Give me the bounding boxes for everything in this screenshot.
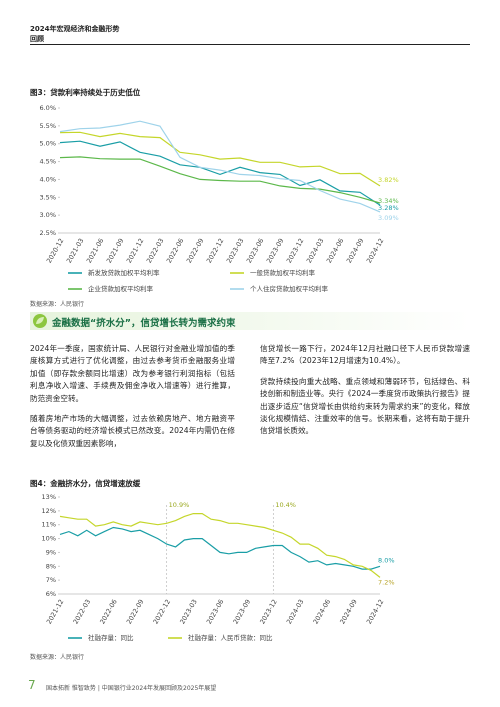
series-line — [59, 156, 381, 204]
x-tick-label: 2021-06 — [85, 237, 106, 265]
y-tick-label: 11% — [42, 521, 56, 529]
x-tick-label: 2023-09 — [232, 598, 253, 626]
y-tick-label: 9% — [46, 548, 56, 556]
header-title: 2024年宏观经济和金融形势 — [30, 25, 120, 33]
x-tick-label: 2021-03 — [65, 237, 86, 265]
series-line — [59, 131, 381, 187]
x-tick-label: 2023-06 — [245, 237, 266, 265]
annotation: 10.9% — [169, 501, 190, 509]
x-tick-label: 2024-06 — [312, 598, 333, 626]
y-tick-label: 4.0% — [39, 175, 56, 183]
series-line — [59, 513, 381, 578]
paragraph: 随着房地产市场的大幅调整，过去依赖房地产、地方融资平台等债务驱动的经济增长模式已… — [30, 414, 235, 448]
y-tick-label: 4.5% — [39, 158, 56, 166]
x-tick-label: 2020-12 — [45, 237, 66, 265]
section-heading: 金融数据“挤水分”，信贷增长转为需求约束 — [52, 318, 236, 329]
y-tick-label: 5.5% — [39, 122, 56, 130]
x-tick-label: 2023-12 — [285, 237, 306, 265]
annotation: 3.09% — [378, 214, 399, 222]
x-tick-label: 2024-09 — [338, 598, 359, 626]
legend-label: 一般贷款加权平均利率 — [250, 268, 316, 277]
x-tick-label: 2022-03 — [72, 598, 93, 626]
right-column: 信贷增长一路下行，2024年12月社融口径下人民币贷款增速降至7.2%（2023… — [260, 343, 470, 446]
annotation: 7.2% — [378, 578, 395, 586]
x-tick-label: 2021-09 — [105, 237, 126, 265]
x-tick-label: 2022-06 — [98, 598, 119, 626]
chart: 6%7%8%9%10%11%12%13%2021-12 2022-03 2022-0… — [42, 493, 395, 642]
section-band — [30, 312, 470, 330]
y-tick-label: 6.0% — [39, 104, 56, 112]
y-tick-label: 5.0% — [39, 140, 56, 148]
header-rule — [30, 44, 470, 45]
y-tick-label: 2.5% — [39, 229, 56, 237]
series-line — [59, 526, 381, 570]
paragraph: 2024年一季度，国家统计局、人民银行对金融业增加值的季度核算方式进行了优化调整… — [30, 344, 235, 403]
legend-label: 企业贷款加权平均利率 — [88, 284, 154, 293]
series-line — [59, 140, 381, 206]
legend-label: 社融存量：人民币贷款：同比 — [188, 633, 273, 642]
chart: 2.5%3.0%3.5%4.0%4.5%5.0%5.5%6.0%2020-12 2… — [39, 104, 399, 293]
leaf-icon — [33, 314, 47, 328]
x-tick-label: 2022-06 — [165, 237, 186, 265]
paragraph: 信贷增长一路下行，2024年12月社融口径下人民币贷款增速降至7.2%（2023… — [260, 344, 470, 366]
y-tick-label: 13% — [42, 493, 56, 501]
annotation: 3.82% — [378, 176, 399, 184]
figure-title: 图3：贷款利率持续处于历史低位 — [30, 88, 141, 97]
page-number: 7 — [28, 678, 36, 692]
annotation: 3.28% — [378, 204, 399, 212]
x-tick-label: 2023-03 — [225, 237, 246, 265]
x-tick-label: 2022-03 — [145, 237, 166, 265]
x-tick-label: 2023-03 — [178, 598, 199, 626]
annotation: 3.34% — [378, 197, 399, 205]
y-tick-label: 3.0% — [39, 211, 56, 219]
legend-label: 社融存量：同比 — [88, 633, 134, 642]
figure-title: 图4：金融挤水分，信贷增速放缓 — [30, 479, 141, 488]
legend-label: 个人住房贷款加权平均利率 — [250, 284, 329, 293]
x-tick-label: 2023-12 — [258, 598, 279, 626]
x-tick-label: 2022-12 — [205, 237, 226, 265]
annotation: 8.0% — [378, 556, 395, 564]
x-tick-label: 2021-12 — [125, 237, 146, 265]
x-tick-label: 2021-12 — [45, 598, 66, 626]
x-tick-label: 2022-12 — [152, 598, 173, 626]
figure-source: 数据来源：人民银行 — [30, 654, 85, 661]
header-subtitle: 回顾 — [30, 35, 44, 43]
left-column: 2024年一季度，国家统计局、人民银行对金融业增加值的季度核算方式进行了优化调整… — [30, 343, 235, 458]
figure-source: 数据来源：人民银行 — [30, 301, 85, 308]
x-tick-label: 2022-09 — [185, 237, 206, 265]
y-tick-label: 8% — [46, 562, 56, 570]
x-tick-label: 2024-09 — [345, 237, 366, 265]
footer-text: 国本拓新 惟智致势 | 中国银行业2024年发展回顾及2025年展望 — [46, 685, 217, 692]
x-tick-label: 2023-06 — [205, 598, 226, 626]
y-tick-label: 3.5% — [39, 193, 56, 201]
x-tick-label: 2024-03 — [305, 237, 326, 265]
y-tick-label: 7% — [46, 576, 56, 584]
paragraph: 贷款持续投向重大战略、重点领域和薄弱环节，包括绿色、科技创新和制造业等。央行《2… — [260, 376, 470, 436]
annotation: 10.4% — [275, 501, 296, 509]
y-tick-label: 6% — [46, 590, 56, 598]
y-tick-label: 12% — [42, 507, 56, 515]
x-tick-label: 2023-09 — [265, 237, 286, 265]
legend-label: 新发放贷款加权平均利率 — [88, 268, 160, 277]
x-tick-label: 2024-03 — [285, 598, 306, 626]
y-tick-label: 10% — [42, 535, 56, 543]
series-line — [59, 120, 381, 213]
x-tick-label: 2024-12 — [365, 598, 386, 626]
x-tick-label: 2024-06 — [325, 237, 346, 265]
x-tick-label: 2022-09 — [125, 598, 146, 626]
x-tick-label: 2024-12 — [365, 237, 386, 265]
